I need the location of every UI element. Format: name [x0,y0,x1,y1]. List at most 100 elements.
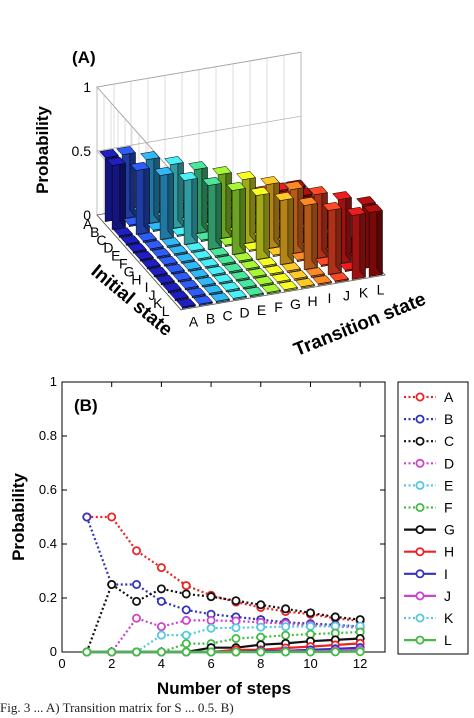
series-L [82,647,365,657]
data-point [181,639,191,649]
legend-entry-I: I [404,566,448,582]
x-tick-label: 0 [58,656,65,671]
z-tick-label: 1 [83,79,91,95]
x-tick-label: 10 [303,656,317,671]
bar-J-E [230,270,250,282]
initial-state-tick: L [162,303,170,319]
bar-face [297,180,304,253]
bar-face [189,268,209,278]
bar-H-F [233,251,253,263]
legend-marker [415,525,425,535]
bar-face [223,263,243,273]
x-tick-label: 4 [158,656,165,671]
bar-K-H [288,269,308,281]
bar-face [215,176,222,248]
bar-face [257,257,277,267]
bar-E-B [144,239,164,251]
series-line [86,515,361,623]
bar-F-D [185,241,205,253]
bar-face [168,245,188,255]
bar-face [178,171,198,181]
data-point [305,647,315,657]
legend-label: G [444,522,455,538]
bar-J-G [264,264,284,276]
bar-face [209,247,229,257]
series-line [85,516,361,628]
bar-face [192,250,212,260]
bar-I-A [155,274,175,286]
bar-L-B [193,295,213,306]
figure-caption: Fig. 3 ... A) Transition matrix for S ..… [0,700,234,715]
data-point [156,647,166,657]
bar-B-A [106,156,126,230]
initial-state-tick: G [124,263,135,279]
bar-H-A [148,266,168,278]
bar-L-L [363,203,383,277]
bar-face [359,206,366,278]
bar-face [356,196,376,206]
bar-face [230,271,250,280]
bar-face [295,278,315,288]
legend-label: D [444,455,454,471]
legend-label: L [444,632,452,648]
y-tick-label: 0.6 [39,482,57,497]
bar-C-A [113,226,133,238]
data-point [132,596,142,606]
transition-state-tick: C [222,308,232,324]
data-point [355,647,365,657]
legend-entry-B: B [404,411,453,427]
legend-box [397,381,469,655]
bar-E-A [127,242,147,254]
bar-face [162,282,182,292]
data-point [281,622,291,632]
series-C [82,580,365,657]
data-point [305,621,315,631]
initial-state-tick: I [145,279,149,295]
bar-face [116,146,136,156]
legend-marker [415,591,425,601]
legend-label: J [444,588,451,604]
panel-b-x-axis-title: Number of steps [157,679,291,698]
data-point [281,647,291,657]
legend-marker [415,502,425,512]
transition-state-tick: I [328,290,332,306]
transition-state-tick: H [307,293,317,309]
bar-face [212,166,232,176]
data-point [82,512,92,522]
bar-face [322,201,342,211]
data-point [82,647,92,657]
legend-label: B [444,411,453,427]
bar-I-B [172,271,192,283]
panel-b-y-axis-title: Probability [9,473,28,561]
panel-a-bars [99,145,383,309]
data-point [156,630,166,640]
initial-state-tick: H [131,271,141,287]
data-point [181,605,191,615]
data-point [132,613,142,623]
series-line [86,617,361,654]
bar-face [213,273,233,283]
data-point [256,647,266,657]
bar-J-I [298,196,318,270]
bar-face [130,161,150,171]
data-point [281,630,291,640]
bar-face [185,242,205,252]
legend-marker [415,569,425,579]
transition-state-tick: F [274,299,283,315]
bar-face [236,171,256,181]
bar-face [220,281,240,291]
bar-H-B [165,263,185,275]
bar-L-D [227,289,247,301]
bar-face [206,266,226,275]
y-tick-label: 0 [50,644,57,659]
data-point [156,563,166,573]
bar-D-B [137,231,157,243]
legend-label: K [444,610,454,626]
x-tick-label: 8 [257,656,264,671]
bar-face [199,258,219,268]
legend-label: H [444,544,454,560]
data-point [132,546,142,556]
legend-entry-H: H [404,544,454,560]
legend-label: A [444,389,454,405]
